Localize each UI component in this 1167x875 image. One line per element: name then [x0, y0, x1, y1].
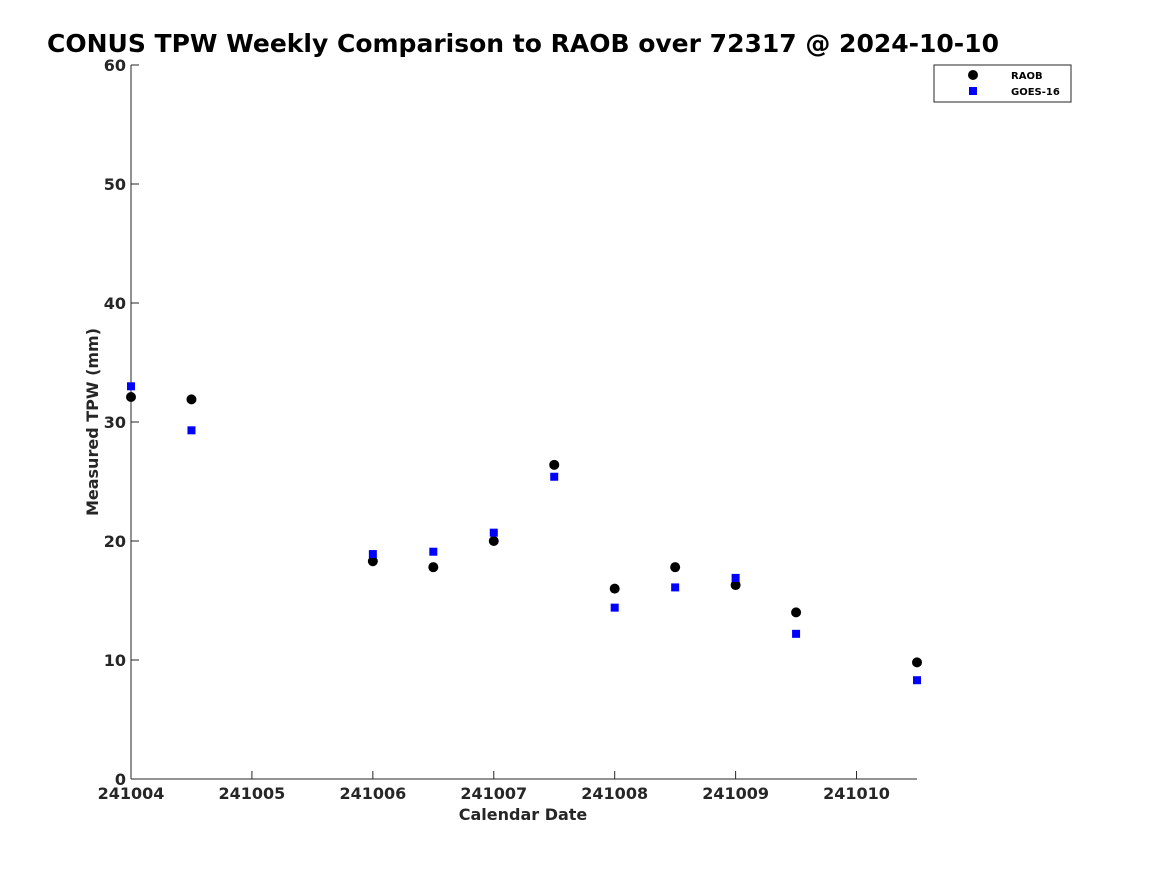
legend-label-goes-16: GOES-16	[1011, 87, 1060, 98]
raob-point	[912, 657, 922, 668]
goes-16-point	[550, 472, 559, 481]
legend-marker-goes-16	[969, 87, 977, 95]
goes-16-point	[731, 573, 740, 582]
legend: RAOB GOES-16	[933, 64, 1072, 103]
raob-point	[367, 556, 378, 567]
y-tick-label: 40	[104, 294, 126, 313]
y-tick-label: 0	[115, 770, 126, 789]
x-tick-label: 241007	[460, 784, 527, 803]
x-tick-label: 241005	[219, 784, 286, 803]
legend-box	[933, 64, 1072, 103]
raob-point	[609, 583, 620, 594]
raob-point	[428, 562, 439, 573]
goes-16-point	[187, 426, 196, 435]
goes-16-point	[127, 382, 135, 391]
goes-16-point	[792, 629, 801, 638]
raob-point	[126, 392, 136, 403]
y-axis-label: Measured TPW (mm)	[83, 328, 102, 516]
chart-title: CONUS TPW Weekly Comparison to RAOB over…	[47, 29, 999, 58]
raob-point	[730, 580, 741, 591]
plot-area: 241004 241005 241006 241007 241008 241009 2410…	[98, 56, 922, 803]
raob-point	[670, 562, 681, 573]
x-tick-label: 241010	[823, 784, 890, 803]
x-axis-label: Calendar Date	[459, 805, 588, 824]
x-tick-label: 241006	[339, 784, 406, 803]
x-tick-label: 241009	[702, 784, 769, 803]
goes-16-point	[913, 676, 921, 685]
goes-16-point	[489, 528, 498, 537]
y-tick-label: 60	[104, 56, 126, 75]
y-tick-label: 50	[104, 175, 126, 194]
y-tick-label: 20	[104, 532, 126, 551]
raob-point	[186, 394, 197, 405]
goes-16-point	[610, 603, 619, 612]
y-tick-label: 30	[104, 413, 126, 432]
raob-point	[791, 607, 802, 618]
legend-marker-raob	[968, 70, 978, 80]
x-tick-label: 241008	[581, 784, 648, 803]
goes-16-point	[429, 547, 438, 556]
goes-16-point	[368, 550, 377, 559]
raob-point	[549, 459, 560, 470]
raob-point	[488, 536, 499, 546]
x-tick-label: 241004	[98, 784, 165, 803]
legend-label-raob: RAOB	[1011, 71, 1043, 82]
y-tick-label: 10	[104, 651, 126, 670]
goes-16-point	[671, 583, 680, 592]
